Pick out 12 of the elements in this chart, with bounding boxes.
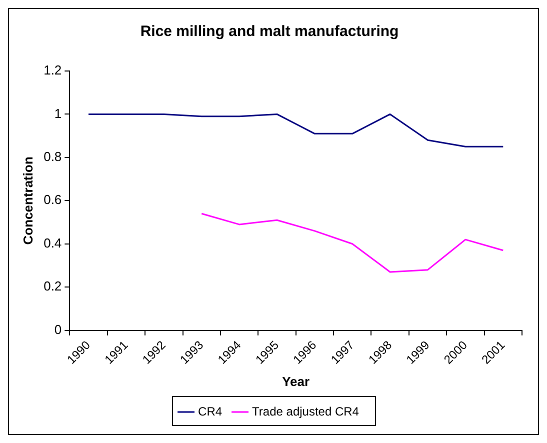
y-tick-label: 0.8 — [44, 149, 62, 164]
y-tick-label: 1.2 — [44, 62, 62, 78]
y-tick-label: 0 — [54, 322, 62, 337]
y-tick-label: 0.6 — [44, 192, 62, 208]
legend-label: Trade adjusted CR4 — [252, 404, 360, 418]
y-tick-label: 0.4 — [44, 235, 62, 250]
chart-title: Rice milling and malt manufacturing — [140, 23, 399, 40]
y-axis-title: Concentration — [20, 156, 36, 245]
y-tick-label: 0.2 — [44, 278, 62, 294]
x-axis-title: Year — [282, 374, 310, 389]
legend-label: CR4 — [198, 404, 222, 418]
y-tick-label: 1 — [54, 106, 62, 121]
